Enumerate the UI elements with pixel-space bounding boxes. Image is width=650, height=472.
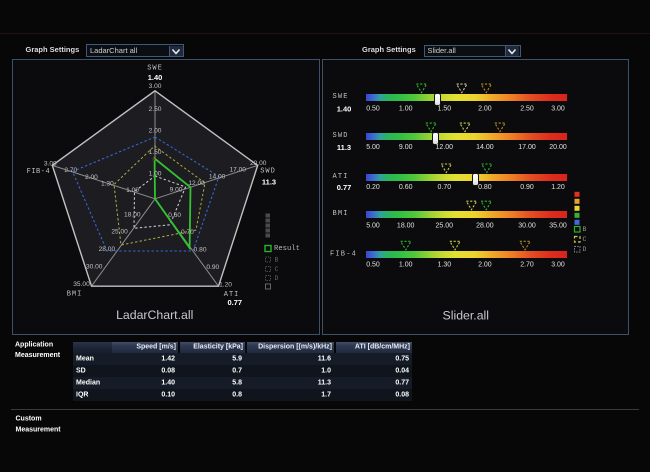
svg-text:Custom: Custom [16, 415, 42, 422]
svg-text:Application: Application [15, 341, 53, 348]
svg-text:Measurement: Measurement [15, 352, 61, 359]
svg-text:Graph Settings: Graph Settings [26, 45, 80, 54]
svg-text:Measurement: Measurement [16, 426, 62, 433]
svg-text:Graph Settings: Graph Settings [362, 45, 416, 54]
